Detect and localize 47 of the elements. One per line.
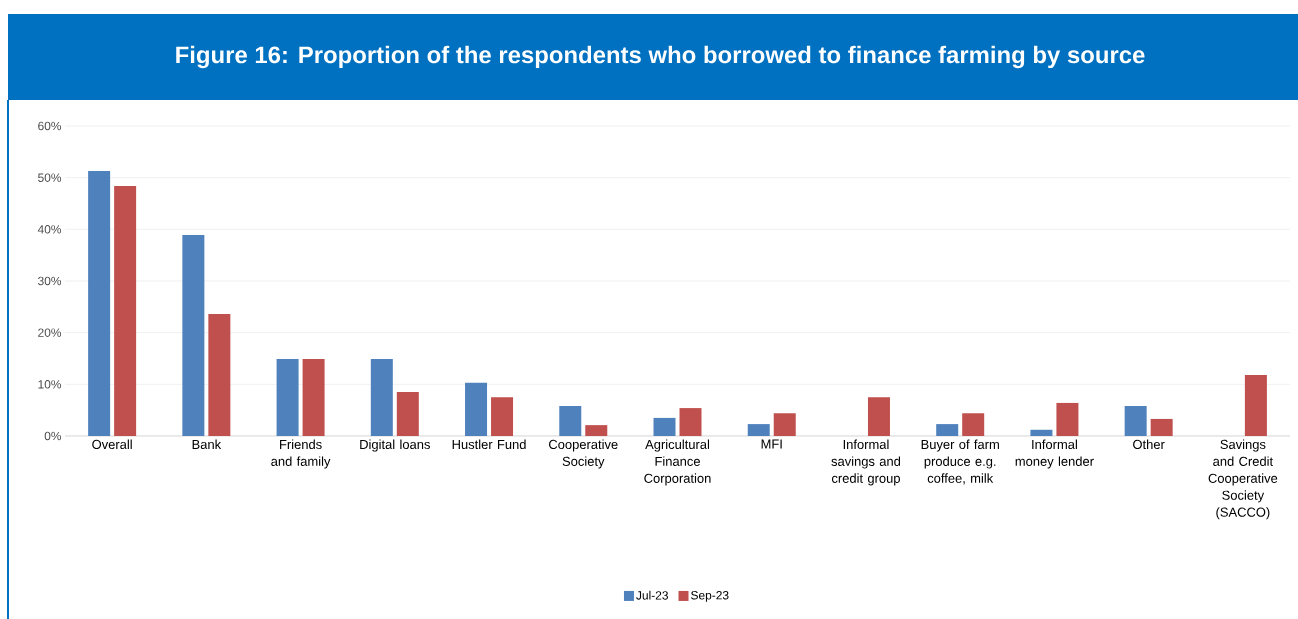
bar [679, 408, 702, 436]
chart-title: Figure 16: Proportion of the respondents who borrowed to finance farming by source [176, 45, 1145, 69]
bar [867, 397, 890, 436]
bar [88, 170, 111, 436]
y-tick-label: 60% [38, 121, 62, 131]
x-tick-label: Informal money lender [1015, 439, 1094, 469]
y-tick-label: 0% [44, 431, 62, 441]
x-tick-label: Bank [192, 439, 222, 450]
legend-label: Jul-23 [636, 590, 668, 600]
bar [208, 314, 231, 436]
bar [559, 406, 582, 436]
bar [1150, 418, 1173, 436]
x-tick-label: Friends and family [271, 439, 331, 469]
bar [747, 424, 770, 436]
y-tick-label: 50% [38, 173, 62, 182]
bar [653, 417, 676, 436]
bar [773, 413, 796, 436]
x-tick-label: Cooperative Society [549, 439, 618, 469]
x-tick-label: Buyer of farm produce e.g. coffee, milk [921, 439, 999, 485]
x-tick-label: Digital loans [360, 439, 430, 452]
x-tick-label: MFI [761, 439, 782, 449]
x-tick-label: Hustler Fund [452, 439, 526, 450]
bar [114, 185, 137, 436]
y-tick-label: 10% [38, 380, 62, 389]
x-tick-label: Savings and Credit Cooperative Society (SACCO) [1208, 439, 1278, 520]
bar [465, 382, 488, 436]
x-tick-label: Other [1133, 439, 1165, 450]
x-tick-label: Agricultural Finance Corporation [644, 439, 711, 486]
bar [1244, 375, 1267, 436]
bar [370, 359, 393, 436]
y-tick-label: 30% [38, 276, 62, 286]
bar [1030, 429, 1053, 436]
bar [936, 424, 959, 436]
x-tick-label: Overall [92, 439, 132, 450]
y-tick-label: 20% [38, 328, 62, 337]
bar [182, 235, 205, 436]
bar [1124, 406, 1147, 436]
bar [396, 392, 419, 436]
y-tick-label: 40% [37, 225, 62, 234]
bar [302, 359, 325, 436]
legend-label: Sep-23 [691, 591, 729, 602]
bar [585, 425, 608, 436]
x-tick-label: Informal savings and credit group [831, 439, 901, 486]
bar [1056, 402, 1079, 436]
bar [962, 413, 985, 436]
bar [276, 359, 299, 436]
bar [491, 397, 514, 436]
